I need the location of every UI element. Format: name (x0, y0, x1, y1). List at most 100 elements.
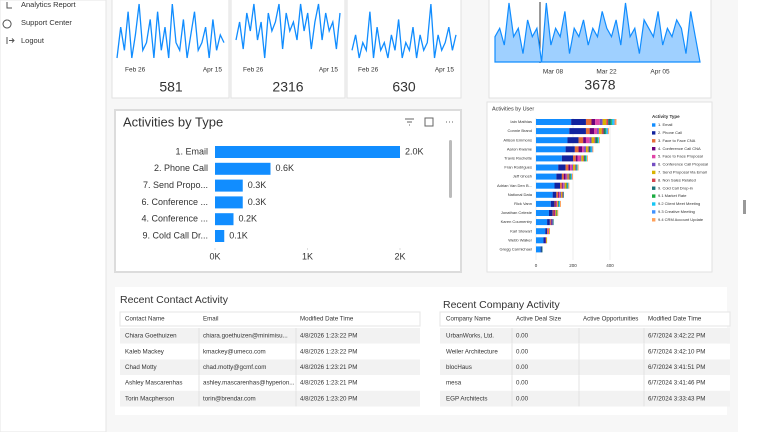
bar-segment[interactable] (611, 119, 614, 125)
bar-segment[interactable] (565, 173, 567, 180)
bar-segment[interactable] (550, 219, 552, 226)
legend-swatch[interactable] (652, 147, 656, 151)
bar-segment[interactable] (561, 173, 564, 180)
bar-segment[interactable] (570, 173, 572, 180)
table-row[interactable] (120, 375, 420, 391)
bar-segment[interactable] (549, 219, 551, 226)
bar-segment[interactable] (601, 128, 604, 135)
bar-segment[interactable] (598, 128, 602, 135)
bar-segment[interactable] (536, 200, 551, 207)
bar-segment[interactable] (608, 119, 611, 125)
bar-segment[interactable] (577, 164, 579, 171)
bar-segment[interactable] (558, 191, 560, 198)
bar-segment[interactable] (613, 119, 615, 125)
legend-label[interactable]: 9.3 Creative Meeting (658, 209, 695, 214)
bar[interactable] (215, 213, 234, 226)
bar-segment[interactable] (547, 228, 549, 235)
nav-item[interactable]: Support Center (21, 18, 72, 27)
bar-segment[interactable] (575, 155, 578, 162)
bar-segment[interactable] (575, 164, 577, 171)
bar-segment[interactable] (555, 200, 557, 207)
bar-segment[interactable] (543, 237, 546, 244)
bar-segment[interactable] (536, 146, 566, 153)
bar-segment[interactable] (548, 228, 549, 235)
bar-segment[interactable] (614, 119, 617, 125)
legend-swatch[interactable] (652, 170, 656, 175)
bar-segment[interactable] (583, 137, 586, 144)
bar-segment[interactable] (541, 246, 543, 253)
bar-segment[interactable] (587, 146, 589, 153)
bar-segment[interactable] (536, 119, 572, 125)
bar-segment[interactable] (548, 210, 553, 216)
visual-header-icons[interactable] (405, 117, 453, 127)
bar-segment[interactable] (577, 155, 581, 162)
bar-segment[interactable] (565, 146, 575, 153)
legend-swatch[interactable] (652, 139, 656, 143)
bar-segment[interactable] (570, 164, 573, 171)
bar-segment[interactable] (547, 219, 550, 226)
bar-segment[interactable] (536, 173, 557, 180)
bar-segment[interactable] (546, 237, 548, 244)
bar-segment[interactable] (558, 164, 566, 171)
bar-segment[interactable] (586, 155, 588, 162)
bar-segment[interactable] (569, 173, 571, 180)
bar-segment[interactable] (561, 155, 573, 162)
bar-segment[interactable] (597, 137, 598, 144)
bar-segment[interactable] (536, 191, 553, 198)
bar-segment[interactable] (599, 119, 603, 125)
bar-segment[interactable] (578, 146, 583, 153)
bar-segment[interactable] (536, 246, 541, 253)
bar-segment[interactable] (594, 137, 596, 144)
bar-segment[interactable] (552, 219, 554, 226)
legend-label[interactable]: 3. Face to Face CNA (658, 138, 696, 143)
bar-segment[interactable] (610, 119, 612, 125)
bar[interactable] (215, 230, 225, 242)
bar-segment[interactable] (583, 155, 585, 162)
bar-segment[interactable] (554, 210, 556, 216)
bar-segment[interactable] (552, 210, 554, 216)
bar-segment[interactable] (597, 128, 599, 135)
bar-segment[interactable] (608, 128, 610, 135)
legend-swatch[interactable] (652, 186, 656, 190)
bar-segment[interactable] (566, 182, 568, 189)
bar[interactable] (215, 196, 243, 209)
bar-segment[interactable] (582, 146, 585, 153)
bar-segment[interactable] (560, 200, 561, 207)
nav-item[interactable]: Logout (21, 36, 45, 45)
bar-segment[interactable] (595, 119, 600, 125)
bar-segment[interactable] (568, 173, 570, 180)
column-header[interactable]: Company Name (446, 316, 491, 323)
bar-segment[interactable] (563, 182, 565, 189)
bar-segment[interactable] (564, 182, 567, 189)
bar-segment[interactable] (584, 146, 586, 153)
bar-segment[interactable] (556, 173, 562, 180)
legend-label[interactable]: 4. Conference Call CNA (658, 146, 701, 151)
bar[interactable] (215, 162, 271, 175)
legend-swatch[interactable] (652, 123, 656, 127)
legend-swatch[interactable] (652, 154, 656, 159)
bar-segment[interactable] (589, 128, 595, 135)
bar-segment[interactable] (562, 182, 564, 189)
bar-segment[interactable] (566, 173, 568, 180)
bar-segment[interactable] (545, 237, 547, 244)
bar-segment[interactable] (556, 210, 558, 216)
bar-segment[interactable] (561, 191, 563, 198)
bar-segment[interactable] (536, 164, 559, 171)
bar-segment[interactable] (585, 119, 592, 125)
column-header[interactable]: Modified Date Time (648, 316, 702, 323)
bar-segment[interactable] (563, 173, 566, 180)
bar-segment[interactable] (594, 128, 598, 135)
legend-swatch[interactable] (652, 218, 656, 222)
bar-segment[interactable] (572, 164, 573, 171)
bar-segment[interactable] (552, 191, 557, 198)
bar-segment[interactable] (576, 164, 578, 171)
bar-segment[interactable] (602, 119, 607, 125)
bar-segment[interactable] (556, 191, 559, 198)
column-header[interactable]: Modified Date Time (300, 316, 354, 323)
bar-segment[interactable] (574, 146, 579, 153)
bar-segment[interactable] (571, 173, 573, 180)
bar-segment[interactable] (536, 210, 549, 216)
bar-segment[interactable] (598, 137, 600, 144)
bar-segment[interactable] (573, 155, 576, 162)
legend-label[interactable]: 1. Email (658, 122, 673, 127)
